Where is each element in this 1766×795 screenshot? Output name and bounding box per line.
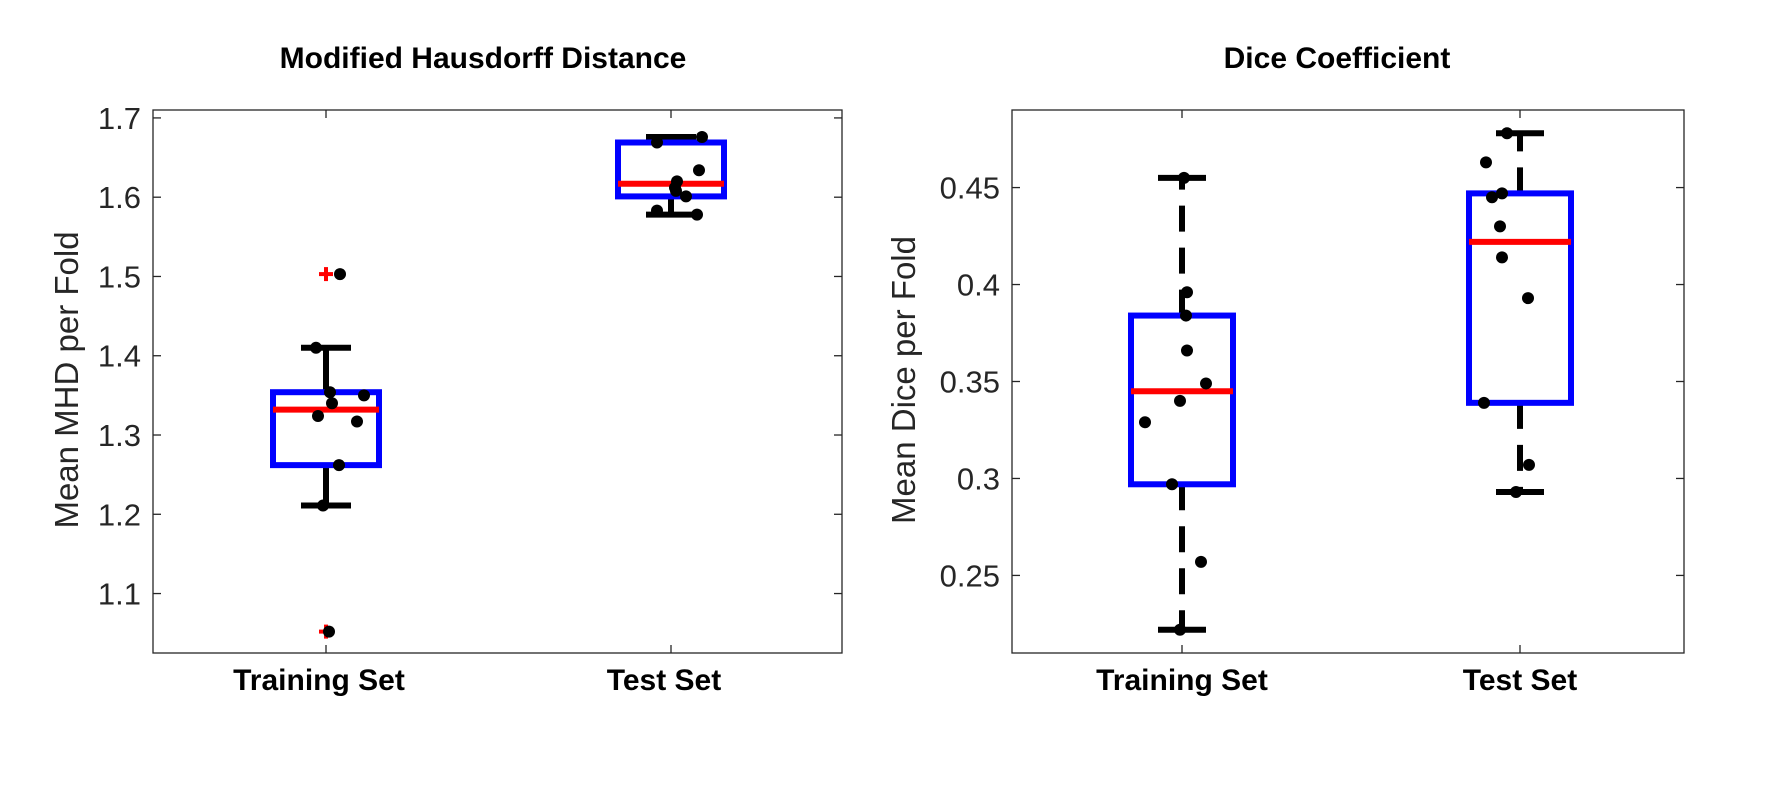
dice-training-data-point <box>1200 377 1212 390</box>
dice-category-label-training: Training Set <box>1096 664 1268 697</box>
mhd-test-data-point <box>651 204 663 217</box>
mhd-training-data-point <box>312 409 324 422</box>
mhd-y-axis-label: Mean MHD per Fold <box>48 231 85 528</box>
dice-test-data-point <box>1496 187 1508 200</box>
mhd-training-data-point <box>323 625 335 638</box>
mhd-y-tick-label: 1.3 <box>98 418 141 453</box>
dice-axes-frame <box>1011 109 1685 654</box>
mhd-test-data-point <box>693 164 705 177</box>
mhd-training-data-point <box>351 415 363 428</box>
mhd-training-data-point <box>358 389 370 402</box>
dice-training-data-point <box>1195 555 1207 568</box>
dice-chart-title: Dice Coefficient <box>1224 42 1451 75</box>
dice-y-tick-label: 0.4 <box>957 268 1000 303</box>
dice-training-data-point <box>1166 478 1178 491</box>
mhd-axes-frame <box>152 109 843 654</box>
mhd-test-data-point <box>691 208 703 221</box>
dice-training-data-point <box>1174 394 1186 407</box>
dice-test-data-point <box>1480 156 1492 169</box>
dice-training-data-point <box>1180 309 1192 322</box>
mhd-test-data-point <box>680 190 692 203</box>
dice-training-data-point <box>1181 286 1193 299</box>
dice-test-data-point <box>1496 251 1508 264</box>
dice-category-label-test: Test Set <box>1463 664 1577 697</box>
dice-test-data-point <box>1510 486 1522 499</box>
mhd-y-tick-label: 1.1 <box>98 577 141 612</box>
dice-y-tick-label: 0.3 <box>957 461 1000 496</box>
mhd-training-data-point <box>324 386 336 399</box>
mhd-training-data-point <box>317 499 329 512</box>
dice-y-tick-label: 0.35 <box>940 365 1000 400</box>
mhd-test-data-point <box>696 130 708 143</box>
dice-test-data-point <box>1486 191 1498 204</box>
mhd-y-tick-label: 1.6 <box>98 180 141 215</box>
dice-test-data-point <box>1501 127 1513 140</box>
dice-test-data-point <box>1522 292 1534 305</box>
mhd-test-box <box>615 139 727 200</box>
mhd-test-data-point <box>651 136 663 149</box>
mhd-category-label-test: Test Set <box>607 664 721 697</box>
dice-test-data-point <box>1494 220 1506 233</box>
mhd-training-data-point <box>334 268 346 281</box>
mhd-category-label-training: Training Set <box>233 664 405 697</box>
mhd-chart-title: Modified Hausdorff Distance <box>280 42 687 75</box>
dice-y-tick-label: 0.25 <box>940 558 1000 593</box>
mhd-training-data-point <box>333 459 345 472</box>
mhd-y-tick-label: 1.2 <box>98 497 141 532</box>
dice-training-data-point <box>1174 623 1186 636</box>
dice-test-data-point <box>1478 396 1490 409</box>
mhd-y-tick-label: 1.7 <box>98 101 141 136</box>
dice-chart: Dice Coefficient Mean Dice per Fold Trai… <box>885 42 1685 697</box>
dice-test-data-point <box>1523 458 1535 471</box>
dice-training-data-point <box>1181 344 1193 357</box>
mhd-training-box <box>270 389 382 469</box>
dice-y-axis-label: Mean Dice per Fold <box>885 236 922 524</box>
mhd-test-data-point <box>670 184 682 197</box>
mhd-training-data-point <box>310 341 322 354</box>
dice-training-data-point <box>1178 171 1190 184</box>
mhd-y-tick-label: 1.5 <box>98 259 141 294</box>
dice-test-box <box>1466 190 1574 406</box>
mhd-y-tick-label: 1.4 <box>98 339 141 374</box>
mhd-training-data-point <box>326 397 338 410</box>
dice-y-tick-label: 0.45 <box>940 171 1000 206</box>
mhd-chart: Modified Hausdorff Distance Mean MHD per… <box>48 42 843 697</box>
dice-training-data-point <box>1139 416 1151 429</box>
